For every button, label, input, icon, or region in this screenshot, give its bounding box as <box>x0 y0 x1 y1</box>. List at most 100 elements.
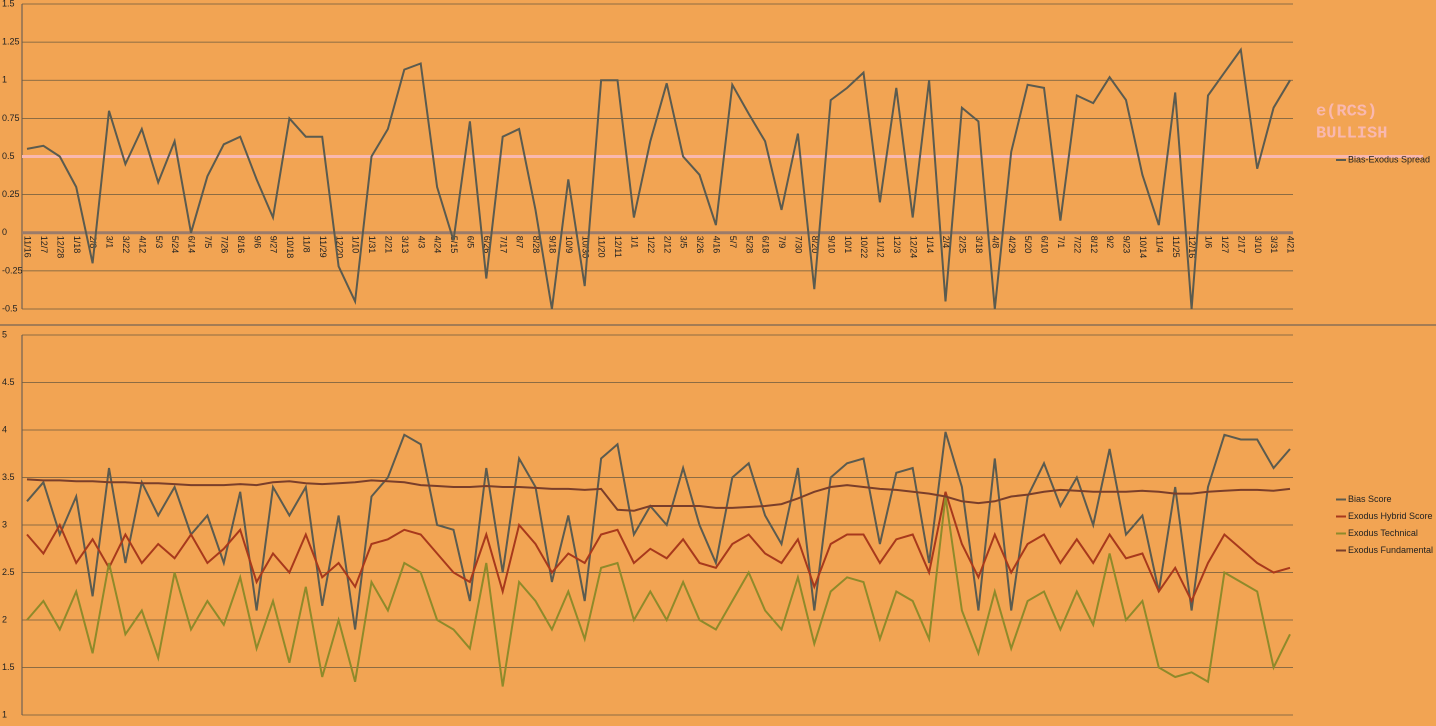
x-tick-label: 1/22 <box>646 236 656 254</box>
x-tick-label: 10/14 <box>1138 236 1148 259</box>
x-tick-label: 4/24 <box>433 236 443 254</box>
x-tick-label: 1/31 <box>367 236 377 254</box>
x-tick-label: 7/1 <box>1056 236 1066 249</box>
x-tick-label: 12/11 <box>613 236 623 258</box>
x-tick-label: 10/18 <box>285 236 295 259</box>
x-tick-label: 2/25 <box>958 236 968 254</box>
series-line <box>26 478 1291 512</box>
x-tick-label: 1/6 <box>1204 236 1214 249</box>
legend-label: Exodus Fundamental <box>1348 545 1433 555</box>
x-tick-label: 2/8 <box>88 236 98 249</box>
annotation: BULLISH <box>1316 124 1387 143</box>
x-tick-label: 5/7 <box>728 236 738 249</box>
x-tick-label: 10/1 <box>843 236 853 254</box>
x-tick-label: 9/6 <box>252 236 262 249</box>
x-tick-label: 12/20 <box>334 236 344 259</box>
x-tick-label: 3/18 <box>974 236 984 254</box>
x-tick-label: 1/27 <box>1220 236 1230 254</box>
annotation: e(RCS) <box>1316 102 1377 121</box>
x-tick-label: 8/16 <box>236 236 246 254</box>
x-tick-label: 7/30 <box>794 236 804 254</box>
x-tick-label: 11/25 <box>1171 236 1181 258</box>
x-tick-label: 7/9 <box>777 236 787 249</box>
x-tick-label: 11/29 <box>318 236 328 258</box>
x-tick-label: 4/8 <box>990 236 1000 249</box>
y-tick-label: 0.75 <box>2 113 20 123</box>
y-tick-label: 5 <box>2 329 7 339</box>
y-tick-label: 3 <box>2 519 7 529</box>
x-tick-label: 9/18 <box>548 236 558 254</box>
x-tick-label: 11/8 <box>301 236 311 253</box>
x-tick-label: 5/15 <box>449 236 459 254</box>
x-tick-label: 7/5 <box>203 236 213 249</box>
x-tick-label: 6/18 <box>761 236 771 254</box>
x-tick-label: 3/31 <box>1269 236 1279 254</box>
y-tick-label: 2.5 <box>2 567 15 577</box>
x-tick-label: 2/17 <box>1236 236 1246 254</box>
x-tick-label: 2/4 <box>941 236 951 249</box>
legend-label: Bias Score <box>1348 494 1392 504</box>
x-tick-label: 3/13 <box>400 236 410 254</box>
y-tick-label: 1 <box>2 709 7 719</box>
x-tick-label: 8/20 <box>810 236 820 254</box>
series-line <box>26 496 1291 687</box>
x-tick-label: 12/7 <box>39 236 49 254</box>
x-tick-label: 9/2 <box>1105 236 1115 249</box>
x-tick-label: 10/30 <box>580 236 590 259</box>
x-tick-label: 4/21 <box>1286 236 1296 254</box>
x-tick-label: 1/1 <box>630 236 640 249</box>
x-tick-label: 5/24 <box>170 236 180 254</box>
x-tick-label: 8/12 <box>1089 236 1099 254</box>
x-tick-label: 5/3 <box>154 236 164 249</box>
x-tick-label: 7/26 <box>219 236 229 254</box>
x-tick-label: 11/12 <box>876 236 886 258</box>
y-tick-label: 1.5 <box>2 662 15 672</box>
x-tick-label: 3/10 <box>1253 236 1263 254</box>
y-tick-label: 4 <box>2 424 7 434</box>
legend-label: Exodus Technical <box>1348 528 1418 538</box>
y-tick-label: 3.5 <box>2 472 15 482</box>
x-tick-label: 1/10 <box>351 236 361 254</box>
x-tick-label: 6/14 <box>187 236 197 254</box>
x-tick-label: 8/28 <box>531 236 541 254</box>
x-tick-label: 10/9 <box>564 236 574 254</box>
x-tick-label: 3/1 <box>105 236 115 249</box>
x-tick-label: 6/5 <box>465 236 475 249</box>
y-tick-label: -0.25 <box>2 265 23 275</box>
x-tick-label: 5/28 <box>744 236 754 254</box>
x-tick-label: 12/28 <box>55 236 65 259</box>
x-tick-label: 12/16 <box>1187 236 1197 259</box>
x-tick-label: 4/12 <box>137 236 147 254</box>
series-line <box>26 491 1291 604</box>
y-tick-label: -0.5 <box>2 303 18 313</box>
x-tick-label: 6/10 <box>1040 236 1050 254</box>
x-tick-label: 7/22 <box>1072 236 1082 254</box>
x-tick-label: 1/18 <box>72 236 82 254</box>
x-tick-label: 3/26 <box>695 236 705 254</box>
x-tick-label: 11/16 <box>23 236 33 258</box>
y-tick-label: 1 <box>2 75 7 85</box>
x-tick-label: 2/21 <box>383 236 393 254</box>
legend-label: Bias-Exodus Spread <box>1348 154 1430 164</box>
x-tick-label: 11/20 <box>597 236 607 258</box>
x-tick-label: 4/3 <box>416 236 426 249</box>
x-tick-label: 4/29 <box>1007 236 1017 254</box>
series-line <box>26 47 1291 310</box>
x-tick-label: 12/3 <box>892 236 902 254</box>
x-tick-label: 9/10 <box>826 236 836 254</box>
legend-label: Exodus Hybrid Score <box>1348 511 1433 521</box>
y-tick-label: 2 <box>2 614 7 624</box>
x-tick-label: 1/14 <box>925 236 935 254</box>
x-tick-label: 12/24 <box>908 236 918 259</box>
x-tick-label: 9/23 <box>1122 236 1132 254</box>
x-tick-label: 7/17 <box>498 236 508 254</box>
x-tick-label: 5/20 <box>1023 236 1033 254</box>
x-tick-label: 2/12 <box>662 236 672 254</box>
y-tick-label: 1.25 <box>2 37 20 47</box>
y-tick-label: 1.5 <box>2 0 15 8</box>
x-tick-label: 9/27 <box>269 236 279 254</box>
y-tick-label: 0.25 <box>2 189 20 199</box>
y-tick-label: 4.5 <box>2 377 15 387</box>
series-line <box>26 431 1291 630</box>
